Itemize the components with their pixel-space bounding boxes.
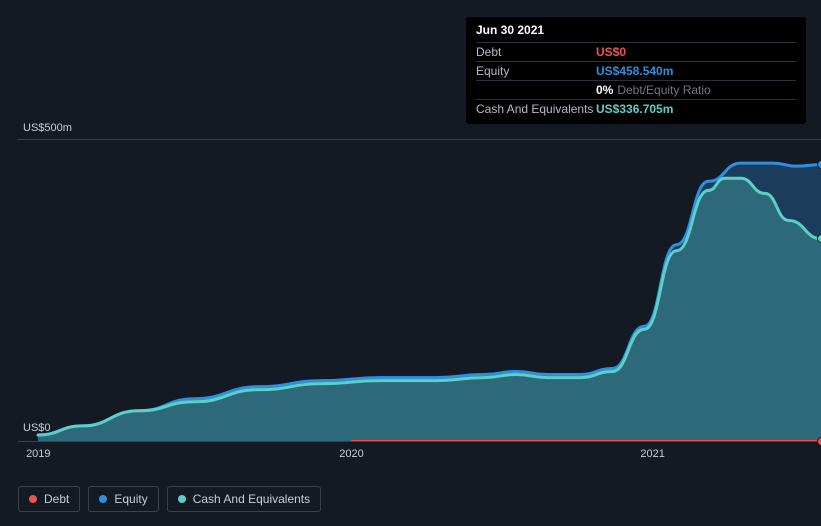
tooltip-row-value: 0%Debt/Equity Ratio [596,83,796,97]
legend-swatch-icon [178,495,186,503]
tooltip-row: Cash And EquivalentsUS$336.705m [476,99,796,118]
cash-area [38,178,821,441]
legend-swatch-icon [29,495,37,503]
chart-legend: Debt Equity Cash And Equivalents [18,486,321,512]
tooltip-row-value: US$0 [596,45,796,59]
legend-item-label: Equity [114,492,147,506]
tooltip-row-value: US$458.540m [596,64,796,78]
y-axis-label-min: US$0 [23,422,51,434]
tooltip-row-label [476,83,596,97]
legend-swatch-icon [99,495,107,503]
legend-item[interactable]: Cash And Equivalents [167,486,321,512]
financials-chart: Jun 30 2021 DebtUS$0EquityUS$458.540m0%D… [0,0,821,526]
tooltip-row-label: Cash And Equivalents [476,102,596,116]
legend-item[interactable]: Debt [18,486,80,512]
legend-item-label: Cash And Equivalents [193,492,310,506]
x-axis-tick-label: 2021 [640,448,664,460]
legend-item[interactable]: Equity [88,486,158,512]
tooltip-row-sublabel: Debt/Equity Ratio [617,83,710,97]
tooltip-row: EquityUS$458.540m [476,61,796,80]
legend-item-label: Debt [44,492,69,506]
tooltip-row-value: US$336.705m [596,102,796,116]
chart-tooltip: Jun 30 2021 DebtUS$0EquityUS$458.540m0%D… [466,17,806,124]
tooltip-date: Jun 30 2021 [476,23,796,42]
x-axis-tick-label: 2020 [339,448,363,460]
tooltip-row: DebtUS$0 [476,42,796,61]
x-axis-tick-label: 2019 [26,448,50,460]
x-axis-line [18,441,821,442]
tooltip-row: 0%Debt/Equity Ratio [476,80,796,99]
tooltip-row-label: Debt [476,45,596,59]
tooltip-row-label: Equity [476,64,596,78]
plot-area [18,139,821,441]
series-end-marker [817,437,821,446]
y-axis-label-max: US$500m [23,122,72,134]
